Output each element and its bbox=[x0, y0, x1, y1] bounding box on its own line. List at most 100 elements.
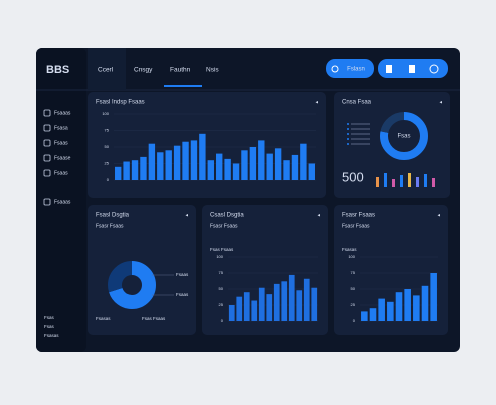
y-tick-label: 0 bbox=[221, 318, 224, 323]
bar bbox=[131, 160, 139, 180]
sidebar bbox=[36, 48, 86, 352]
legend-dot bbox=[347, 133, 349, 135]
legend-dot bbox=[347, 123, 349, 125]
bar bbox=[303, 278, 310, 321]
panel-title: Fsasl Dsgtia bbox=[96, 213, 130, 219]
legend-label: Fsaas bbox=[176, 292, 189, 297]
bar bbox=[311, 287, 318, 321]
bar bbox=[251, 300, 258, 321]
y-tick-label: 100 bbox=[102, 111, 109, 116]
nav-icon[interactable] bbox=[43, 109, 51, 117]
tab[interactable]: Ccerl bbox=[98, 67, 114, 74]
bar bbox=[258, 140, 265, 180]
nav-icon[interactable] bbox=[43, 169, 51, 177]
tab[interactable]: Cnsgy bbox=[134, 67, 153, 74]
bar bbox=[296, 290, 303, 321]
nav-footer[interactable]: Fsas bbox=[44, 324, 55, 329]
icon[interactable] bbox=[409, 65, 415, 73]
bar bbox=[224, 158, 231, 180]
bar bbox=[148, 143, 156, 180]
bar bbox=[281, 281, 288, 321]
bar bbox=[123, 161, 130, 180]
nav-item[interactable]: Fsaaas bbox=[54, 199, 71, 205]
bar bbox=[140, 156, 147, 180]
nav-item[interactable]: Fsaaas bbox=[54, 110, 71, 116]
bar bbox=[283, 160, 290, 180]
bar bbox=[378, 298, 385, 321]
panel-menu: ◂ bbox=[437, 212, 440, 218]
bar bbox=[291, 154, 299, 180]
mini-bar bbox=[424, 174, 427, 187]
primary-button[interactable] bbox=[326, 59, 374, 78]
panel-footer: Fsasas bbox=[96, 316, 111, 321]
nav-icon[interactable] bbox=[43, 124, 51, 132]
bar bbox=[232, 163, 240, 180]
panel-title: Fsasr Fsaas bbox=[342, 213, 375, 219]
legend-dot bbox=[347, 138, 349, 140]
panel bbox=[334, 92, 450, 198]
bar bbox=[300, 143, 307, 180]
y-tick-label: 0 bbox=[107, 177, 110, 182]
y-tick-label: 50 bbox=[219, 286, 224, 291]
nav-icon[interactable] bbox=[43, 198, 51, 206]
active-tab bbox=[88, 48, 126, 90]
icon[interactable] bbox=[429, 64, 439, 74]
big-number: 500 bbox=[342, 169, 364, 184]
bar bbox=[258, 287, 265, 321]
tab[interactable]: Fauthn bbox=[170, 67, 191, 74]
mini-bar bbox=[432, 178, 435, 187]
donut-center: Fsas bbox=[397, 134, 410, 140]
y-tick-label: 25 bbox=[219, 302, 224, 307]
bar bbox=[216, 153, 223, 180]
y-tick-label: 100 bbox=[216, 254, 223, 259]
button-icon bbox=[331, 65, 339, 73]
bar bbox=[182, 141, 189, 180]
bar bbox=[430, 273, 437, 321]
nav-icon[interactable] bbox=[43, 154, 51, 162]
bar bbox=[165, 150, 172, 180]
y-tick-label: 25 bbox=[351, 302, 356, 307]
tab[interactable]: Nsis bbox=[206, 67, 219, 74]
bar bbox=[115, 166, 122, 180]
nav-item[interactable]: Fsaas bbox=[54, 170, 68, 176]
bar bbox=[413, 295, 420, 321]
panel bbox=[88, 92, 326, 198]
panel-title: Fsasl Indsp Fsaas bbox=[96, 100, 145, 106]
bar bbox=[199, 133, 206, 180]
mini-bar bbox=[376, 177, 379, 187]
bar bbox=[273, 283, 280, 321]
mini-bar bbox=[400, 175, 403, 187]
mini-bar bbox=[392, 179, 395, 187]
bar bbox=[266, 294, 273, 321]
bar bbox=[395, 292, 403, 321]
chart-label: Fsasas bbox=[342, 247, 357, 252]
bar bbox=[369, 308, 377, 321]
legend-dot bbox=[347, 128, 349, 130]
logo: BBS bbox=[46, 64, 69, 76]
mini-bar bbox=[384, 173, 387, 187]
panel-subtitle: Fsasr Fsaas bbox=[342, 223, 370, 229]
y-tick-label: 25 bbox=[105, 161, 110, 166]
legend-dot bbox=[347, 143, 349, 145]
bar bbox=[274, 148, 282, 180]
bar bbox=[157, 152, 164, 180]
chart-label: Fsas Fsaas bbox=[210, 247, 234, 252]
donut-segment bbox=[380, 112, 428, 160]
bar bbox=[249, 147, 257, 180]
bar bbox=[361, 311, 368, 321]
bar bbox=[207, 160, 214, 180]
nav-icon[interactable] bbox=[43, 139, 51, 147]
nav-footer[interactable]: Fsas bbox=[44, 315, 55, 320]
icon[interactable] bbox=[386, 65, 392, 73]
panel-title: Cnsa Fsaa bbox=[342, 100, 372, 106]
bar bbox=[190, 140, 198, 180]
y-tick-label: 0 bbox=[353, 318, 356, 323]
button-label[interactable]: Fslasn bbox=[347, 67, 365, 73]
nav-item[interactable]: Fsasa bbox=[54, 125, 68, 131]
nav-item[interactable]: Fsaas bbox=[54, 140, 68, 146]
nav-footer[interactable]: Fsasas bbox=[44, 333, 59, 338]
mini-bar bbox=[416, 177, 419, 187]
panel-subtitle: Fsasr Fsaas bbox=[96, 223, 124, 229]
nav-item[interactable]: Fsaase bbox=[54, 155, 71, 161]
